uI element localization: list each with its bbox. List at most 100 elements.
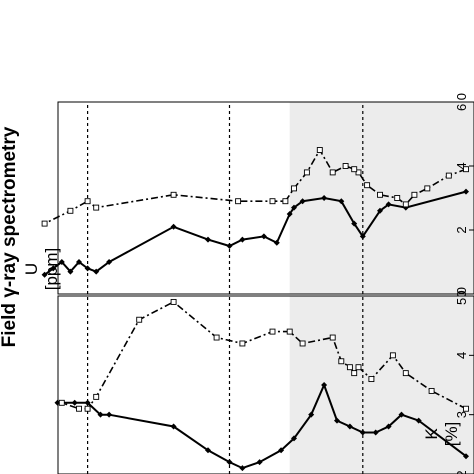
- series-point-diamond: [260, 233, 267, 240]
- series-point-square: [463, 166, 469, 173]
- series-point-diamond: [93, 268, 100, 275]
- series-point-square: [355, 364, 362, 371]
- series-point-square: [424, 185, 431, 192]
- series-point-diamond: [50, 265, 57, 272]
- series-point-square: [445, 172, 452, 179]
- series-point-square: [402, 370, 409, 377]
- series-point-diamond: [359, 233, 366, 240]
- series-point-diamond: [226, 243, 233, 249]
- series-point-diamond: [273, 239, 280, 246]
- series-point-square: [67, 207, 74, 214]
- series-point-square: [342, 163, 349, 169]
- series-point-diamond: [106, 411, 113, 418]
- series-point-square: [402, 201, 409, 208]
- series-point-square: [299, 340, 306, 347]
- series-point-diamond: [278, 447, 285, 454]
- series-point-diamond: [239, 465, 246, 472]
- series-point-square: [213, 334, 220, 341]
- series-dashdot-line: [61, 300, 467, 410]
- series-point-diamond: [338, 198, 345, 205]
- series-point-diamond: [97, 411, 104, 418]
- tick-label: 2: [454, 470, 469, 474]
- series-point-diamond: [351, 220, 358, 227]
- series-point-diamond: [385, 423, 392, 430]
- panel-frame: [57, 101, 474, 295]
- series-point-square: [269, 328, 276, 335]
- series-point-square: [351, 166, 358, 173]
- series-point-diamond: [205, 236, 211, 243]
- series-point-diamond: [372, 429, 379, 436]
- shaded-interval: [289, 296, 474, 474]
- series-point-square: [239, 340, 246, 347]
- series-point-square: [269, 198, 276, 205]
- series-point-diamond: [299, 198, 306, 205]
- chart-title: Field γ-ray spectrometry: [0, 126, 20, 347]
- series-point-diamond: [226, 459, 233, 466]
- series-point-square: [84, 198, 91, 205]
- series-point-square: [286, 328, 293, 335]
- series-point-diamond: [106, 259, 113, 265]
- series-point-square: [84, 405, 91, 412]
- series-point-square: [303, 169, 310, 176]
- series-point-diamond: [321, 195, 328, 201]
- series-point-square: [389, 352, 396, 359]
- series-point-diamond: [239, 236, 246, 243]
- series-point-square: [170, 191, 177, 198]
- series-point-square: [346, 364, 353, 371]
- series-dashdot-line: [44, 148, 467, 225]
- series-point-square: [355, 169, 362, 176]
- series-point-diamond: [76, 259, 82, 265]
- series-point-square: [170, 298, 177, 305]
- panel-u-unit: [ppm]: [42, 248, 61, 291]
- series-point-square: [235, 198, 242, 205]
- tick-label: 4: [454, 352, 469, 359]
- series-solid-line: [57, 382, 467, 470]
- series-point-diamond: [398, 411, 405, 418]
- tick-label: 3: [454, 411, 469, 418]
- series-point-square: [351, 370, 358, 377]
- series-point-square: [368, 376, 375, 383]
- panels-group: 0 2 4 6 0 2 3 4 5 0: [41, 93, 474, 474]
- series-point-square: [58, 399, 65, 406]
- series-point-diamond: [463, 188, 469, 195]
- series-point-diamond: [84, 265, 91, 272]
- series-point-diamond: [385, 201, 392, 208]
- series-point-diamond: [291, 204, 297, 211]
- series-point-diamond: [308, 411, 315, 418]
- series-point-square: [136, 316, 143, 323]
- shaded-interval: [289, 102, 474, 294]
- panel-k: 2 3 4 5 0: [54, 287, 474, 474]
- panel-frame: [57, 295, 474, 474]
- series-point-diamond: [170, 423, 177, 430]
- tick-label: 4: [454, 162, 469, 169]
- panel-k-name: K: [422, 428, 441, 440]
- series-point-diamond: [67, 268, 74, 275]
- series-point-square: [364, 182, 371, 189]
- series-point-diamond: [71, 399, 78, 406]
- series-point-diamond: [256, 459, 263, 466]
- tick-label: 5 0: [454, 287, 469, 305]
- series-point-square: [411, 191, 418, 198]
- series-point-diamond: [58, 259, 65, 265]
- series-point-diamond: [321, 382, 328, 388]
- tick-label: 6 0: [454, 93, 469, 111]
- series-point-square: [377, 191, 383, 198]
- series-point-square: [316, 147, 323, 153]
- series-point-diamond: [346, 423, 353, 430]
- series-point-square: [93, 204, 100, 211]
- series-point-diamond: [377, 207, 383, 214]
- series-point-square: [93, 393, 100, 400]
- panel-k-unit: [%]: [442, 422, 461, 447]
- series-point-square: [329, 334, 336, 341]
- series-point-square: [394, 195, 401, 201]
- series-point-diamond: [205, 447, 211, 454]
- series-point-diamond: [170, 223, 177, 230]
- panel-u-name: U: [22, 263, 41, 275]
- series-point-square: [338, 358, 345, 365]
- series-point-diamond: [359, 429, 366, 436]
- panel-u: 0 2 4 6 0: [41, 93, 474, 298]
- series-point-square: [282, 198, 289, 205]
- series-point-diamond: [286, 211, 293, 217]
